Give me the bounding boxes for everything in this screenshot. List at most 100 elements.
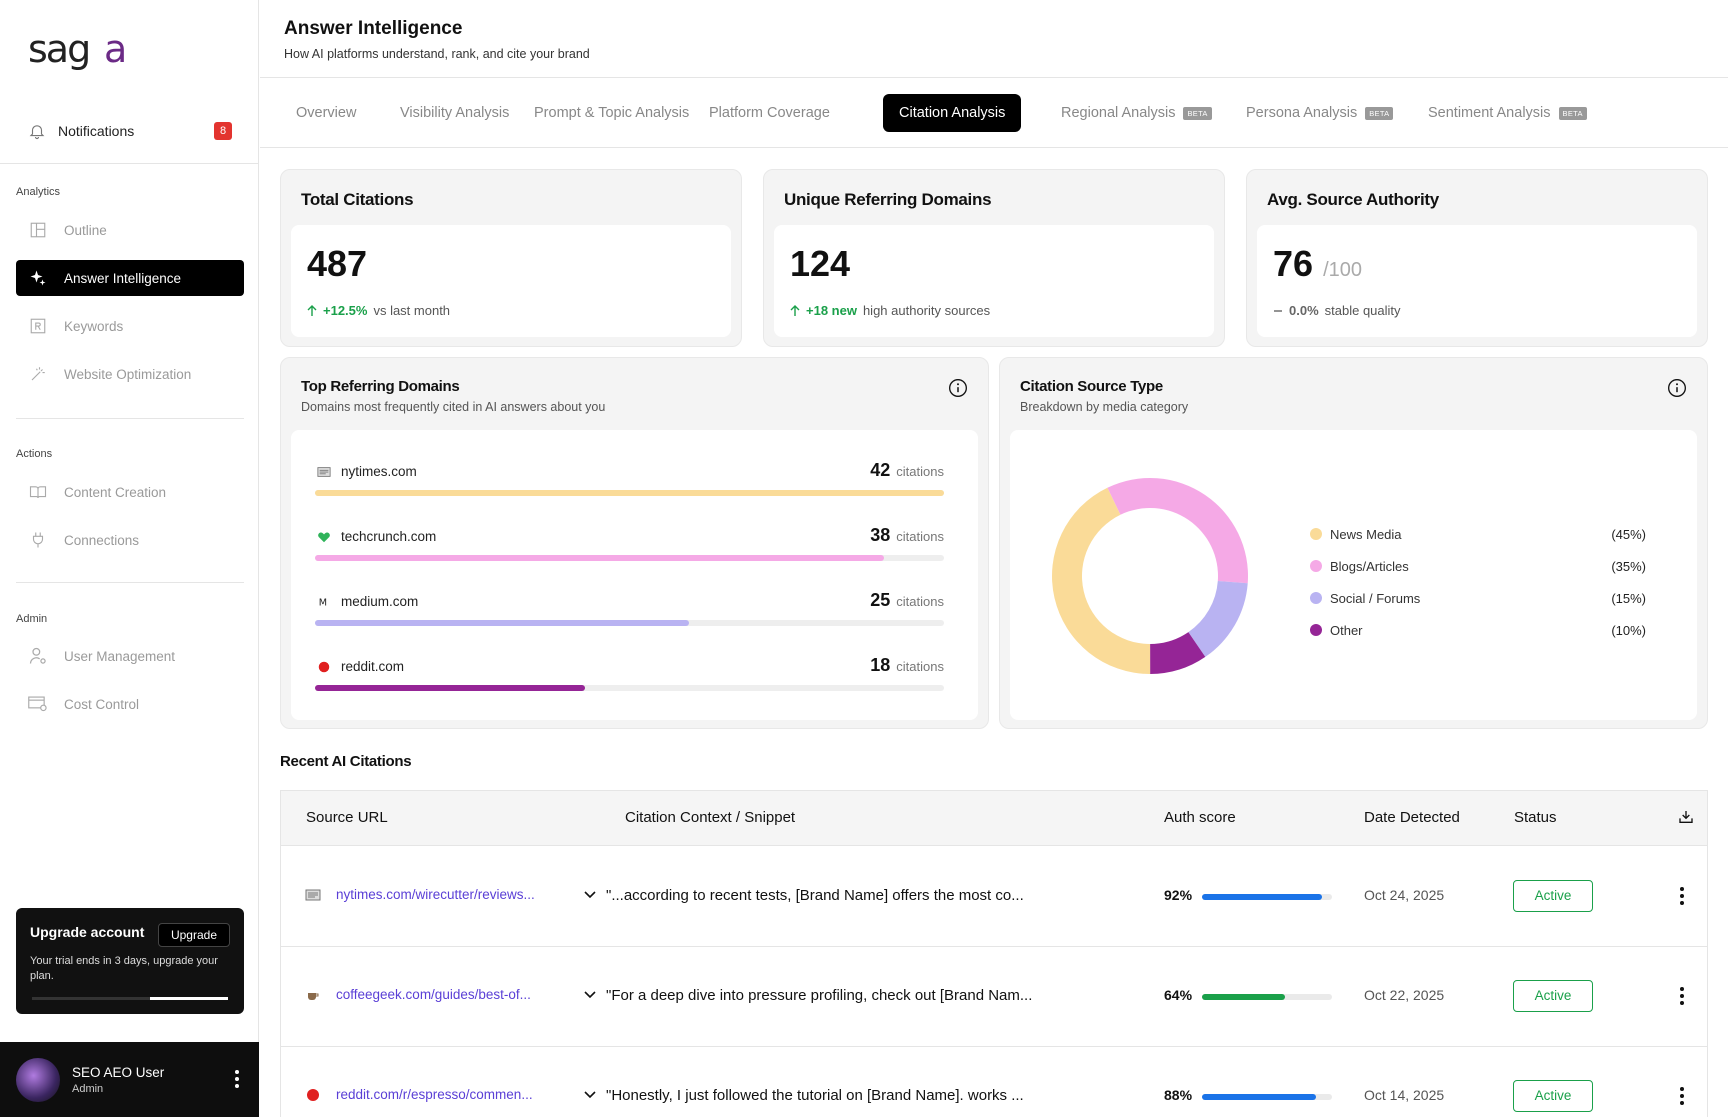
info-icon[interactable] xyxy=(1667,378,1687,398)
auth-score-fill xyxy=(1202,994,1286,1000)
auth-score-fill xyxy=(1202,1094,1317,1100)
info-icon[interactable] xyxy=(948,378,968,398)
col-citation-context[interactable]: Citation Context / Snippet xyxy=(625,809,796,826)
sparkle-icon xyxy=(30,270,46,286)
stat-change: +12.5% vs last month xyxy=(307,303,450,318)
domain-count: 38 citations xyxy=(870,525,944,546)
source-url-link[interactable]: coffeegeek.com/guides/best-of... xyxy=(336,987,531,1002)
section-label-actions: Actions xyxy=(16,448,53,460)
sidebar-item-website-optimization[interactable]: Website Optimization xyxy=(16,356,244,392)
upgrade-title: Upgrade account xyxy=(30,924,145,940)
sidebar-item-cost-control[interactable]: Cost Control xyxy=(16,686,244,722)
donut-slice-social-forums[interactable] xyxy=(1188,581,1248,657)
tab-label: Persona Analysis xyxy=(1246,105,1358,121)
domain-bar-fill xyxy=(315,620,690,626)
legend-label: Social / Forums xyxy=(1330,590,1421,606)
donut-slice-other[interactable] xyxy=(1150,632,1206,674)
upgrade-button[interactable]: Upgrade xyxy=(157,923,230,947)
legend-label: Other xyxy=(1330,622,1363,638)
recent-citations-table: Source URL Citation Context / Snippet Au… xyxy=(280,790,1708,1117)
page-title: Answer Intelligence xyxy=(284,18,463,39)
tab-prompt-topic-analysis[interactable]: Prompt & Topic Analysis xyxy=(518,94,705,132)
legend-label: News Media xyxy=(1330,526,1402,542)
date-detected: Oct 14, 2025 xyxy=(1364,1087,1445,1103)
domain-bar-track xyxy=(315,555,944,561)
tab-sentiment-analysis[interactable]: Sentiment Analysis BETA xyxy=(1412,94,1603,132)
tab-citation-analysis[interactable]: Citation Analysis xyxy=(883,94,1022,132)
bell-icon xyxy=(29,125,45,139)
donut-slice-blogs-articles[interactable] xyxy=(1107,478,1248,584)
sidebar-item-label: User Management xyxy=(64,648,176,664)
stat-body: 487 +12.5% vs last month xyxy=(291,225,731,337)
sidebar-item-user-management[interactable]: User Management xyxy=(16,638,244,674)
trial-progress-bar xyxy=(32,997,228,1000)
table-row: reddit.com/r/espresso/commen... "Honestly… xyxy=(281,1047,1707,1117)
chevron-down-icon[interactable] xyxy=(583,887,597,901)
saga-logo[interactable]: sag a xyxy=(28,27,144,80)
user-profile[interactable]: SEO AEO User Admin xyxy=(0,1042,259,1117)
chevron-down-icon[interactable] xyxy=(583,987,597,1001)
download-icon[interactable] xyxy=(1678,809,1694,825)
stat-body: 124 +18 new high authority sources xyxy=(774,225,1214,337)
stat-change-value: +18 new xyxy=(806,303,857,318)
tab-visibility-analysis[interactable]: Visibility Analysis xyxy=(384,94,525,132)
upgrade-card: Upgrade account Upgrade Your trial ends … xyxy=(16,908,244,1014)
domain-row[interactable]: techcrunch.com 38 citations xyxy=(315,525,944,567)
sidebar-item-label: Content Creation xyxy=(64,484,167,500)
status-badge[interactable]: Active xyxy=(1513,980,1593,1012)
chart-title: Citation Source Type xyxy=(1020,378,1163,395)
legend-swatch xyxy=(1310,624,1322,636)
sidebar-item-label: Cost Control xyxy=(64,696,140,712)
domain-name: medium.com xyxy=(341,594,419,609)
domain-name: reddit.com xyxy=(341,659,405,674)
tab-platform-coverage[interactable]: Platform Coverage xyxy=(693,94,846,132)
green-heart-icon xyxy=(318,532,330,543)
stat-change-note: stable quality xyxy=(1324,303,1401,318)
row-menu-icon[interactable] xyxy=(1680,987,1684,1005)
status-badge[interactable]: Active xyxy=(1513,880,1593,912)
col-date-detected[interactable]: Date Detected xyxy=(1364,809,1460,826)
sidebar-item-label: Connections xyxy=(64,532,140,548)
red-dot-icon xyxy=(307,1089,319,1101)
legend-swatch xyxy=(1310,560,1322,572)
citation-snippet: "Honestly, I just followed the tutorial … xyxy=(606,1087,1024,1104)
col-status[interactable]: Status xyxy=(1514,809,1557,826)
legend-percent: (10%) xyxy=(1611,622,1646,638)
col-auth-score[interactable]: Auth score xyxy=(1164,809,1236,826)
tab-label: Sentiment Analysis xyxy=(1428,105,1551,121)
sidebar-item-label: Answer Intelligence xyxy=(64,270,182,286)
domain-row[interactable]: nytimes.com 42 citations xyxy=(315,460,944,502)
keyword-icon xyxy=(30,318,46,334)
source-url-link[interactable]: nytimes.com/wirecutter/reviews... xyxy=(336,887,535,902)
sidebar-item-label: Outline xyxy=(64,222,107,238)
notifications-item[interactable]: Notifications 8 xyxy=(16,116,244,146)
user-menu-icon[interactable] xyxy=(235,1070,239,1088)
tab-overview[interactable]: Overview xyxy=(280,94,372,132)
sidebar-item-content-creation[interactable]: Content Creation xyxy=(16,474,244,510)
tab-regional-analysis[interactable]: Regional Analysis BETA xyxy=(1045,94,1228,132)
domain-count: 18 citations xyxy=(870,655,944,676)
svg-text:M: M xyxy=(319,598,327,609)
row-menu-icon[interactable] xyxy=(1680,887,1684,905)
sidebar-item-answer-intelligence[interactable]: Answer Intelligence xyxy=(16,260,244,296)
status-badge[interactable]: Active xyxy=(1513,1080,1593,1112)
sidebar-item-outline[interactable]: Outline xyxy=(16,212,244,248)
chevron-down-icon[interactable] xyxy=(583,1087,597,1101)
col-source-url[interactable]: Source URL xyxy=(306,809,388,826)
table-row: coffeegeek.com/guides/best-of... "For a d… xyxy=(281,947,1707,1047)
domain-name: techcrunch.com xyxy=(341,529,437,544)
auth-score-value: 88% xyxy=(1164,1087,1193,1103)
stat-value: 487 xyxy=(307,243,367,285)
sidebar-item-keywords[interactable]: Keywords xyxy=(16,308,244,344)
domain-row[interactable]: reddit.com 18 citations xyxy=(315,655,944,697)
row-menu-icon[interactable] xyxy=(1680,1087,1684,1105)
donut-slice-news-media[interactable] xyxy=(1052,487,1151,674)
tab-persona-analysis[interactable]: Persona Analysis BETA xyxy=(1230,94,1409,132)
tab-bar: Overview Visibility Analysis Prompt & To… xyxy=(260,78,1728,148)
stat-card-avg-source-authority: Avg. Source Authority 76 /100 0.0% stabl… xyxy=(1246,169,1708,347)
tab-label: Citation Analysis xyxy=(899,105,1006,121)
citation-snippet: "...according to recent tests, [Brand Na… xyxy=(606,887,1024,904)
sidebar-item-connections[interactable]: Connections xyxy=(16,522,244,558)
source-url-link[interactable]: reddit.com/r/espresso/commen... xyxy=(336,1087,533,1102)
